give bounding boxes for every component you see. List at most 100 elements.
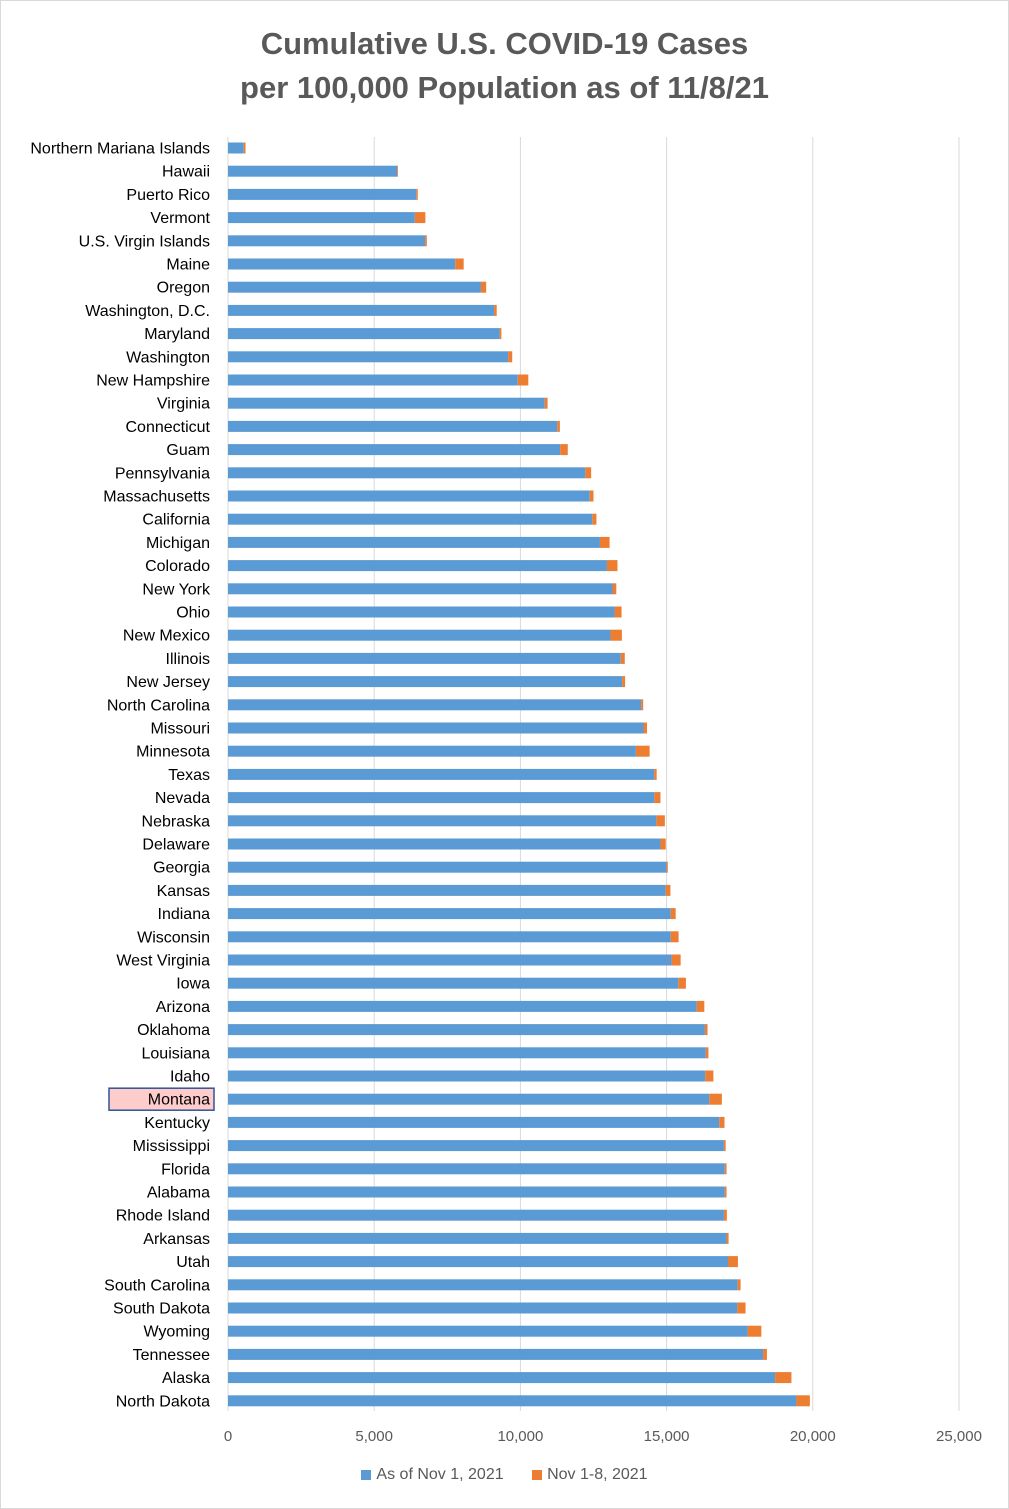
- bar-connecticut-as-of-nov-1: [228, 420, 558, 432]
- bar-north-carolina-as-of-nov-1: [228, 699, 642, 711]
- bar-arizona-nov-1-8: [696, 1000, 705, 1012]
- chart-title-line-1: Cumulative U.S. COVID-19 Cases: [260, 26, 749, 61]
- category-label-virginia: Virginia: [157, 396, 210, 413]
- bar-missouri-as-of-nov-1: [228, 722, 644, 734]
- bar-idaho-as-of-nov-1: [228, 1070, 706, 1082]
- bar-maryland-nov-1-8: [499, 328, 502, 340]
- bar-new-mexico-as-of-nov-1: [228, 629, 611, 641]
- bar-u-s-virgin-islands-nov-1-8: [425, 235, 427, 247]
- bar-kansas-nov-1-8: [665, 884, 671, 896]
- x-tick-label-1: 5,000: [355, 1428, 393, 1445]
- bar-north-dakota-as-of-nov-1: [228, 1395, 797, 1407]
- x-tick-labels: 0 5,000 10,000 15,000 20,000 25,000: [224, 1428, 982, 1445]
- bar-south-dakota-as-of-nov-1: [228, 1302, 738, 1314]
- bar-michigan-as-of-nov-1: [228, 536, 600, 548]
- category-label-utah: Utah: [176, 1254, 210, 1271]
- highlight-box-montana: [108, 1087, 215, 1111]
- category-label-south-dakota: South Dakota: [113, 1301, 210, 1318]
- bar-virginia-as-of-nov-1: [228, 397, 545, 409]
- bar-hawaii-nov-1-8: [397, 165, 398, 177]
- bar-california-as-of-nov-1: [228, 513, 593, 525]
- x-tick-label-3: 15,000: [644, 1428, 690, 1445]
- bar-ohio-as-of-nov-1: [228, 606, 615, 618]
- bar-wisconsin-as-of-nov-1: [228, 931, 671, 943]
- category-label-tennessee: Tennessee: [133, 1347, 210, 1364]
- bar-alaska-as-of-nov-1: [228, 1372, 776, 1384]
- bar-northern-mariana-islands-nov-1-8: [243, 142, 246, 154]
- category-label-new-hampshire: New Hampshire: [96, 373, 210, 390]
- category-label-texas: Texas: [168, 767, 210, 784]
- legend-label-nov-1-8: Nov 1-8, 2021: [547, 1466, 648, 1483]
- bar-florida-as-of-nov-1: [228, 1163, 725, 1175]
- category-label-mississippi: Mississippi: [133, 1138, 210, 1155]
- bar-northern-mariana-islands-as-of-nov-1: [228, 142, 244, 154]
- x-tick-label-2: 10,000: [497, 1428, 543, 1445]
- bar-texas-nov-1-8: [654, 768, 657, 780]
- bar-rhode-island-nov-1-8: [723, 1209, 727, 1221]
- bar-guam-nov-1-8: [560, 444, 568, 456]
- bar-nebraska-as-of-nov-1: [228, 815, 657, 827]
- bar-utah-nov-1-8: [728, 1256, 738, 1268]
- bar-illinois-nov-1-8: [620, 652, 625, 664]
- category-label-u-s-virgin-islands: U.S. Virgin Islands: [79, 233, 210, 250]
- category-label-hawaii: Hawaii: [162, 164, 210, 181]
- bar-tennessee-nov-1-8: [763, 1348, 767, 1360]
- bar-alabama-as-of-nov-1: [228, 1186, 725, 1198]
- bar-missouri-nov-1-8: [643, 722, 648, 734]
- x-tick-label-4: 20,000: [790, 1428, 836, 1445]
- bar-oklahoma-nov-1-8: [704, 1024, 708, 1036]
- bar-pennsylvania-nov-1-8: [585, 467, 592, 479]
- category-label-arizona: Arizona: [156, 999, 210, 1016]
- category-label-montana: Montana: [148, 1092, 210, 1109]
- bar-washington-as-of-nov-1: [228, 351, 509, 363]
- category-label-nebraska: Nebraska: [142, 813, 211, 830]
- category-label-pennsylvania: Pennsylvania: [115, 465, 210, 482]
- category-label-rhode-island: Rhode Island: [116, 1208, 210, 1225]
- category-label-louisiana: Louisiana: [142, 1045, 211, 1062]
- bar-idaho-nov-1-8: [705, 1070, 714, 1082]
- category-labels: Northern Mariana Islands Hawaii Puerto Ric…: [30, 141, 211, 1411]
- category-label-california: California: [142, 512, 210, 529]
- category-label-kentucky: Kentucky: [144, 1115, 210, 1132]
- bar-texas-as-of-nov-1: [228, 768, 655, 780]
- bar-iowa-as-of-nov-1: [228, 977, 679, 989]
- bar-california-nov-1-8: [592, 513, 597, 525]
- bar-oklahoma-as-of-nov-1: [228, 1024, 705, 1036]
- bar-nevada-nov-1-8: [654, 792, 661, 804]
- bar-massachusetts-as-of-nov-1: [228, 490, 590, 502]
- category-label-washington-d-c: Washington, D.C.: [85, 303, 210, 320]
- bar-massachusetts-nov-1-8: [589, 490, 594, 502]
- bar-florida-nov-1-8: [724, 1163, 727, 1175]
- category-label-missouri: Missouri: [150, 721, 210, 738]
- bar-west-virginia-as-of-nov-1: [228, 954, 672, 966]
- bar-kentucky-nov-1-8: [719, 1116, 725, 1128]
- bar-south-dakota-nov-1-8: [737, 1302, 746, 1314]
- bar-minnesota-nov-1-8: [635, 745, 650, 757]
- bar-nebraska-nov-1-8: [656, 815, 665, 827]
- bar-new-mexico-nov-1-8: [610, 629, 622, 641]
- bar-kansas-as-of-nov-1: [228, 884, 666, 896]
- bar-minnesota-as-of-nov-1: [228, 745, 636, 757]
- bar-washington-nov-1-8: [508, 351, 513, 363]
- bar-arizona-as-of-nov-1: [228, 1000, 697, 1012]
- category-label-maryland: Maryland: [144, 326, 210, 343]
- bar-connecticut-nov-1-8: [557, 420, 560, 432]
- highlight-layer: [108, 1087, 215, 1111]
- bar-puerto-rico-nov-1-8: [416, 188, 418, 200]
- category-label-indiana: Indiana: [158, 906, 211, 923]
- category-label-minnesota: Minnesota: [136, 744, 210, 761]
- bar-georgia-as-of-nov-1: [228, 861, 667, 873]
- bar-oregon-nov-1-8: [480, 281, 487, 293]
- bar-vermont-nov-1-8: [414, 212, 426, 224]
- chart-title-line-2: per 100,000 Population as of 11/8/21: [240, 70, 769, 105]
- category-label-kansas: Kansas: [157, 883, 210, 900]
- bar-georgia-nov-1-8: [666, 861, 668, 873]
- bar-washington-d-c-nov-1-8: [494, 304, 497, 316]
- bar-new-hampshire-nov-1-8: [517, 374, 529, 386]
- x-tick-label-0: 0: [224, 1428, 232, 1445]
- category-label-west-virginia: West Virginia: [116, 953, 210, 970]
- bar-mississippi-as-of-nov-1: [228, 1140, 724, 1152]
- category-label-northern-mariana-islands: Northern Mariana Islands: [30, 141, 210, 158]
- bar-vermont-as-of-nov-1: [228, 212, 415, 224]
